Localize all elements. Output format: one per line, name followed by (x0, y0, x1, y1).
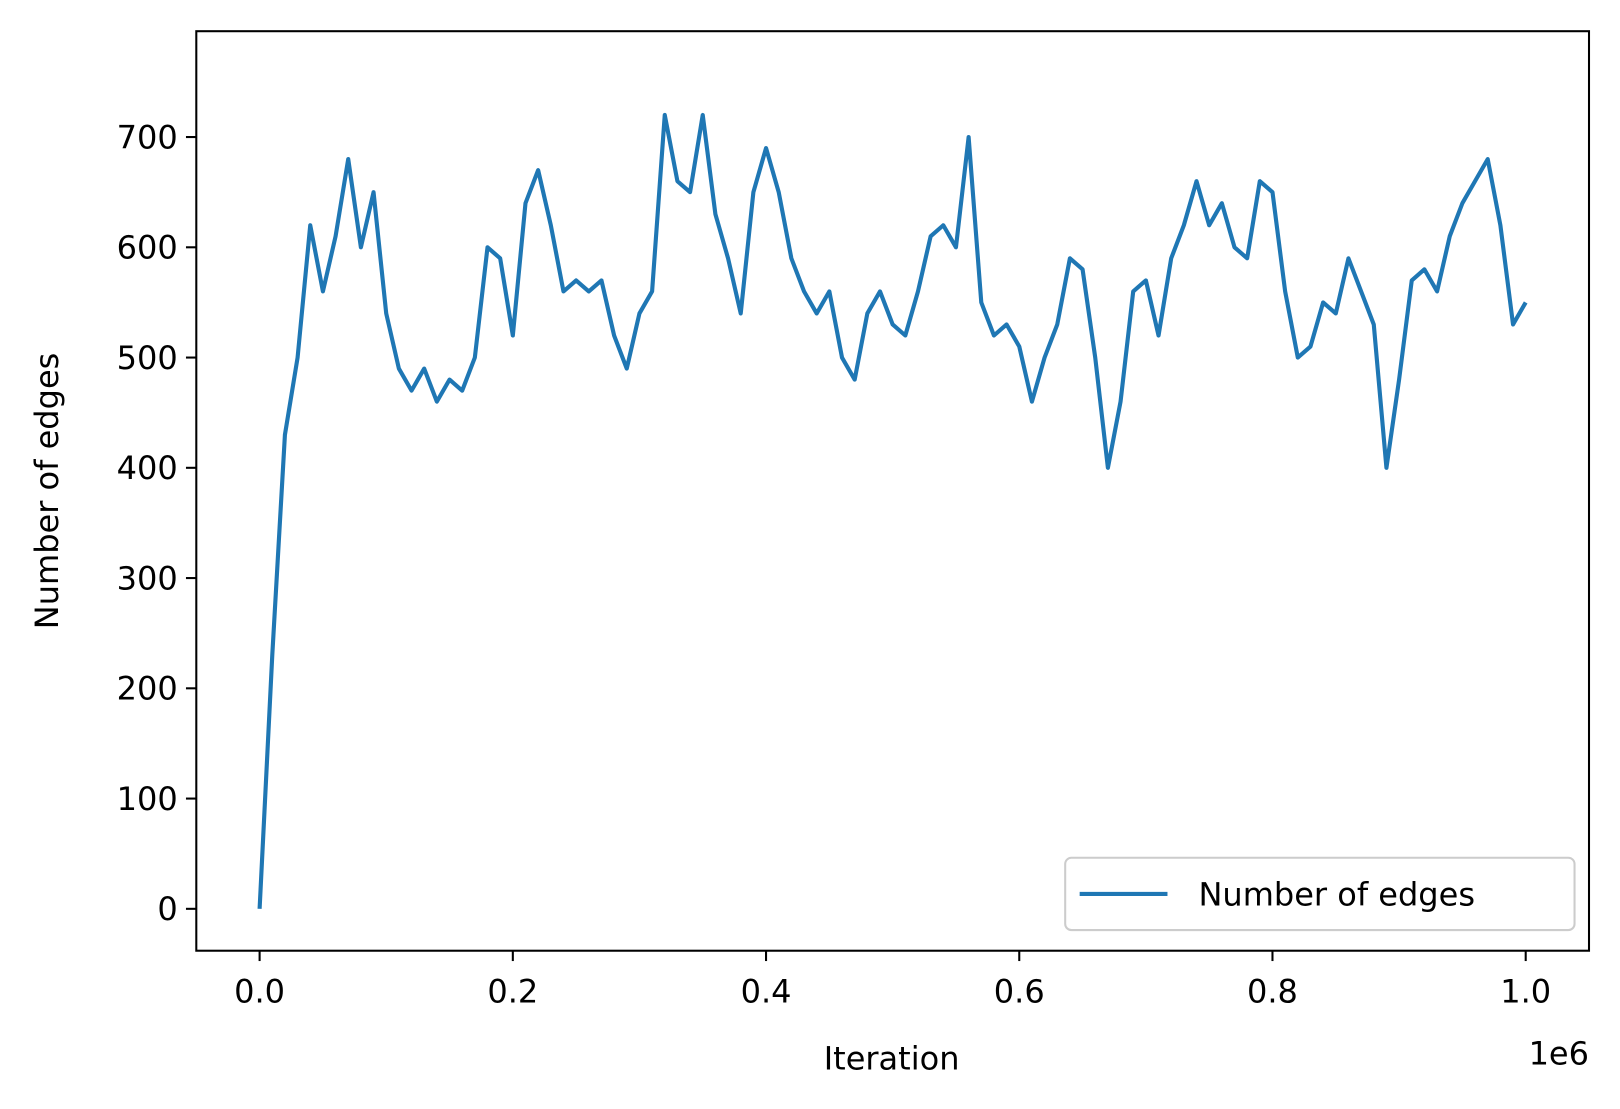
legend-box (1064, 856, 1576, 932)
legend-label: Number of edges (1198, 875, 1475, 913)
x-tick-label: 0.2 (487, 972, 538, 1010)
y-tick-label: 200 (117, 670, 178, 708)
y-tick-label: 300 (117, 559, 178, 597)
x-offset-label: 1e6 (1529, 1034, 1589, 1072)
x-tick-label: 0.0 (234, 972, 285, 1010)
data-line (257, 112, 1528, 909)
y-tick-label: 0 (157, 890, 177, 928)
y-axis-label: Number of edges (28, 353, 66, 630)
x-tick-label: 0.8 (1247, 972, 1298, 1010)
x-axis-label: Iteration (824, 1040, 960, 1078)
x-tick-label: 0.6 (994, 972, 1045, 1010)
y-tick-label: 400 (117, 449, 178, 487)
plot-frame (195, 30, 1591, 952)
x-tick-label: 0.4 (741, 972, 792, 1010)
x-tick-label: 1.0 (1500, 972, 1551, 1010)
y-tick-label: 600 (117, 229, 178, 267)
y-tick-label: 100 (117, 780, 178, 818)
y-tick-label: 500 (117, 339, 178, 377)
y-tick-label: 700 (117, 118, 178, 156)
